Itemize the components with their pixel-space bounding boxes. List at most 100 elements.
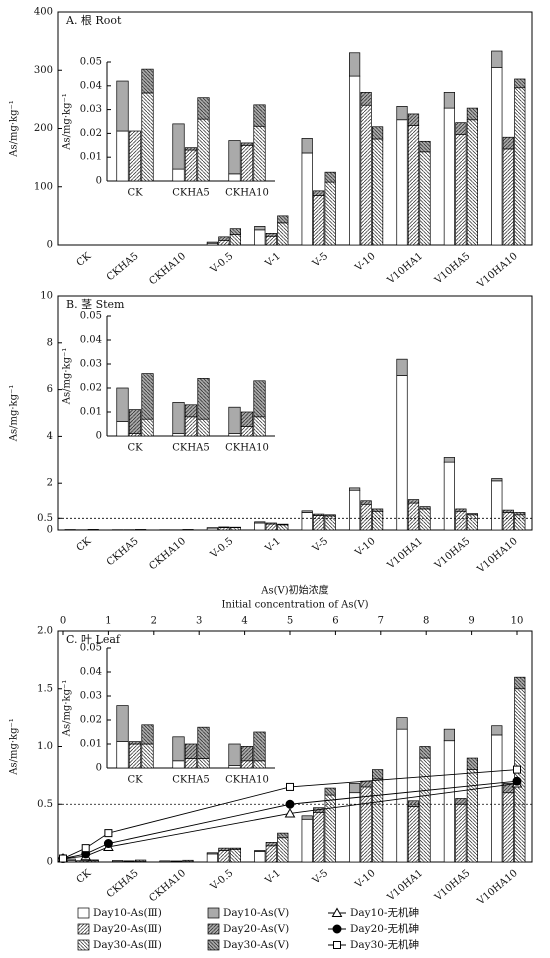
bar-segment [116, 80, 129, 132]
bar-segment [372, 510, 384, 531]
bar-segment [301, 512, 313, 531]
x2-axis-label: As(Ⅴ)初始浓度 [260, 584, 328, 597]
y-tick-label: 0 [96, 431, 102, 442]
y-tick-label: 400 [34, 7, 53, 18]
bar-segment [419, 506, 431, 510]
bar-segment [277, 215, 289, 224]
x2-tick-label: 4 [241, 616, 247, 627]
marker [103, 839, 113, 849]
bar-segment [253, 731, 266, 762]
legend-label: Day10-无机砷 [350, 906, 419, 919]
x-tick-label: CKHA5 [172, 188, 209, 199]
bar-segment [443, 457, 455, 463]
x-tick-label: CKHA10 [147, 868, 188, 905]
bar-segment [218, 850, 230, 863]
legend-swatch [77, 923, 90, 935]
marker [332, 924, 342, 934]
bar-segment [170, 860, 183, 863]
bar-segment [324, 794, 336, 863]
x-tick-label: V10HA5 [432, 536, 472, 572]
x-tick-label: CKHA5 [105, 868, 141, 900]
x-tick-label: V-0.5 [208, 868, 235, 894]
y-tick-label: 2 [47, 478, 53, 489]
bar-segment [128, 409, 142, 434]
panel-title: C. 叶 Leaf [66, 633, 121, 646]
x-tick-label: V-0.5 [208, 251, 235, 277]
bar-segment [277, 832, 289, 839]
y-tick-label: 0.03 [80, 359, 102, 370]
bar-segment [301, 510, 313, 513]
bar-segment [197, 97, 210, 120]
y-axis-label: As/mg·kg⁻¹ [62, 348, 73, 406]
bar-segment [349, 783, 361, 794]
bar-segment [502, 509, 514, 513]
bar-segment [419, 508, 431, 531]
x-tick-label: V-10 [353, 536, 378, 559]
bar-segment [253, 380, 266, 418]
bar-segment [443, 92, 455, 109]
bar-segment [197, 726, 210, 759]
y-tick-label: 0 [47, 857, 53, 868]
y-tick-label: 0.05 [80, 311, 102, 322]
legend-swatch [207, 923, 220, 935]
bar-segment [360, 780, 372, 788]
bar-segment [206, 241, 218, 244]
bar-segment [372, 508, 384, 512]
bar-segment [206, 853, 218, 863]
bar-segment [360, 786, 372, 863]
legend-label: Day10-As(Ⅴ) [223, 907, 289, 919]
bar-segment [419, 757, 431, 863]
bar-segment [301, 815, 313, 820]
x-tick-label: CKHA10 [225, 188, 269, 199]
bar-segment [301, 152, 313, 246]
bar-segment [254, 851, 266, 863]
bar-segment [184, 416, 198, 437]
x-tick-label: V-1 [263, 251, 283, 270]
legend-label: Day20-无机砷 [350, 922, 419, 935]
x-tick-label: CK [127, 188, 143, 199]
bar-segment [253, 760, 266, 769]
y-tick-label: 0.02 [80, 715, 102, 726]
y-tick-label: 6 [47, 384, 53, 395]
marker [285, 799, 295, 809]
bar-segment [172, 433, 185, 437]
bar-segment [466, 769, 478, 863]
x-tick-label: V-1 [263, 868, 283, 887]
y-tick-label: 0 [47, 240, 53, 251]
x-tick-label: V10HA5 [432, 251, 472, 287]
y-tick-label: 10 [40, 291, 53, 302]
bar-segment [491, 66, 503, 246]
bar-segment [443, 740, 455, 863]
bar-segment [372, 138, 384, 246]
bar-segment [229, 847, 241, 850]
bar-segment [141, 68, 154, 94]
bar-segment [116, 421, 129, 437]
y-tick-label: 0.04 [80, 80, 102, 91]
bar-segment [491, 725, 503, 736]
y-tick-label: 0.04 [80, 667, 102, 678]
y-axis-label: As/mg·kg⁻¹ [62, 680, 73, 738]
bar-segment [240, 760, 254, 769]
bar-segment [111, 860, 124, 863]
y-tick-label: 0.01 [80, 407, 102, 418]
x-tick-label: CKHA5 [105, 251, 141, 283]
bar-segment [349, 52, 361, 77]
bar-segment [313, 190, 325, 196]
bar-segment [407, 113, 420, 126]
legend-swatch [207, 907, 220, 919]
bar-segment [172, 736, 185, 762]
y-tick-label: 0 [96, 763, 102, 774]
x-tick-label: CK [127, 775, 143, 786]
plot-frame [57, 295, 533, 531]
panel-title: B. 茎 Stem [66, 298, 125, 311]
bar-segment [141, 92, 154, 182]
marker [104, 829, 113, 838]
x-tick-label: CK [75, 867, 94, 885]
legend-swatch [207, 939, 220, 951]
bar-segment [502, 148, 514, 246]
bar-segment [182, 859, 194, 863]
bar-segment [455, 798, 467, 805]
bar-segment [123, 860, 135, 862]
x2-tick-label: 2 [151, 616, 157, 627]
bar-segment [502, 783, 514, 794]
